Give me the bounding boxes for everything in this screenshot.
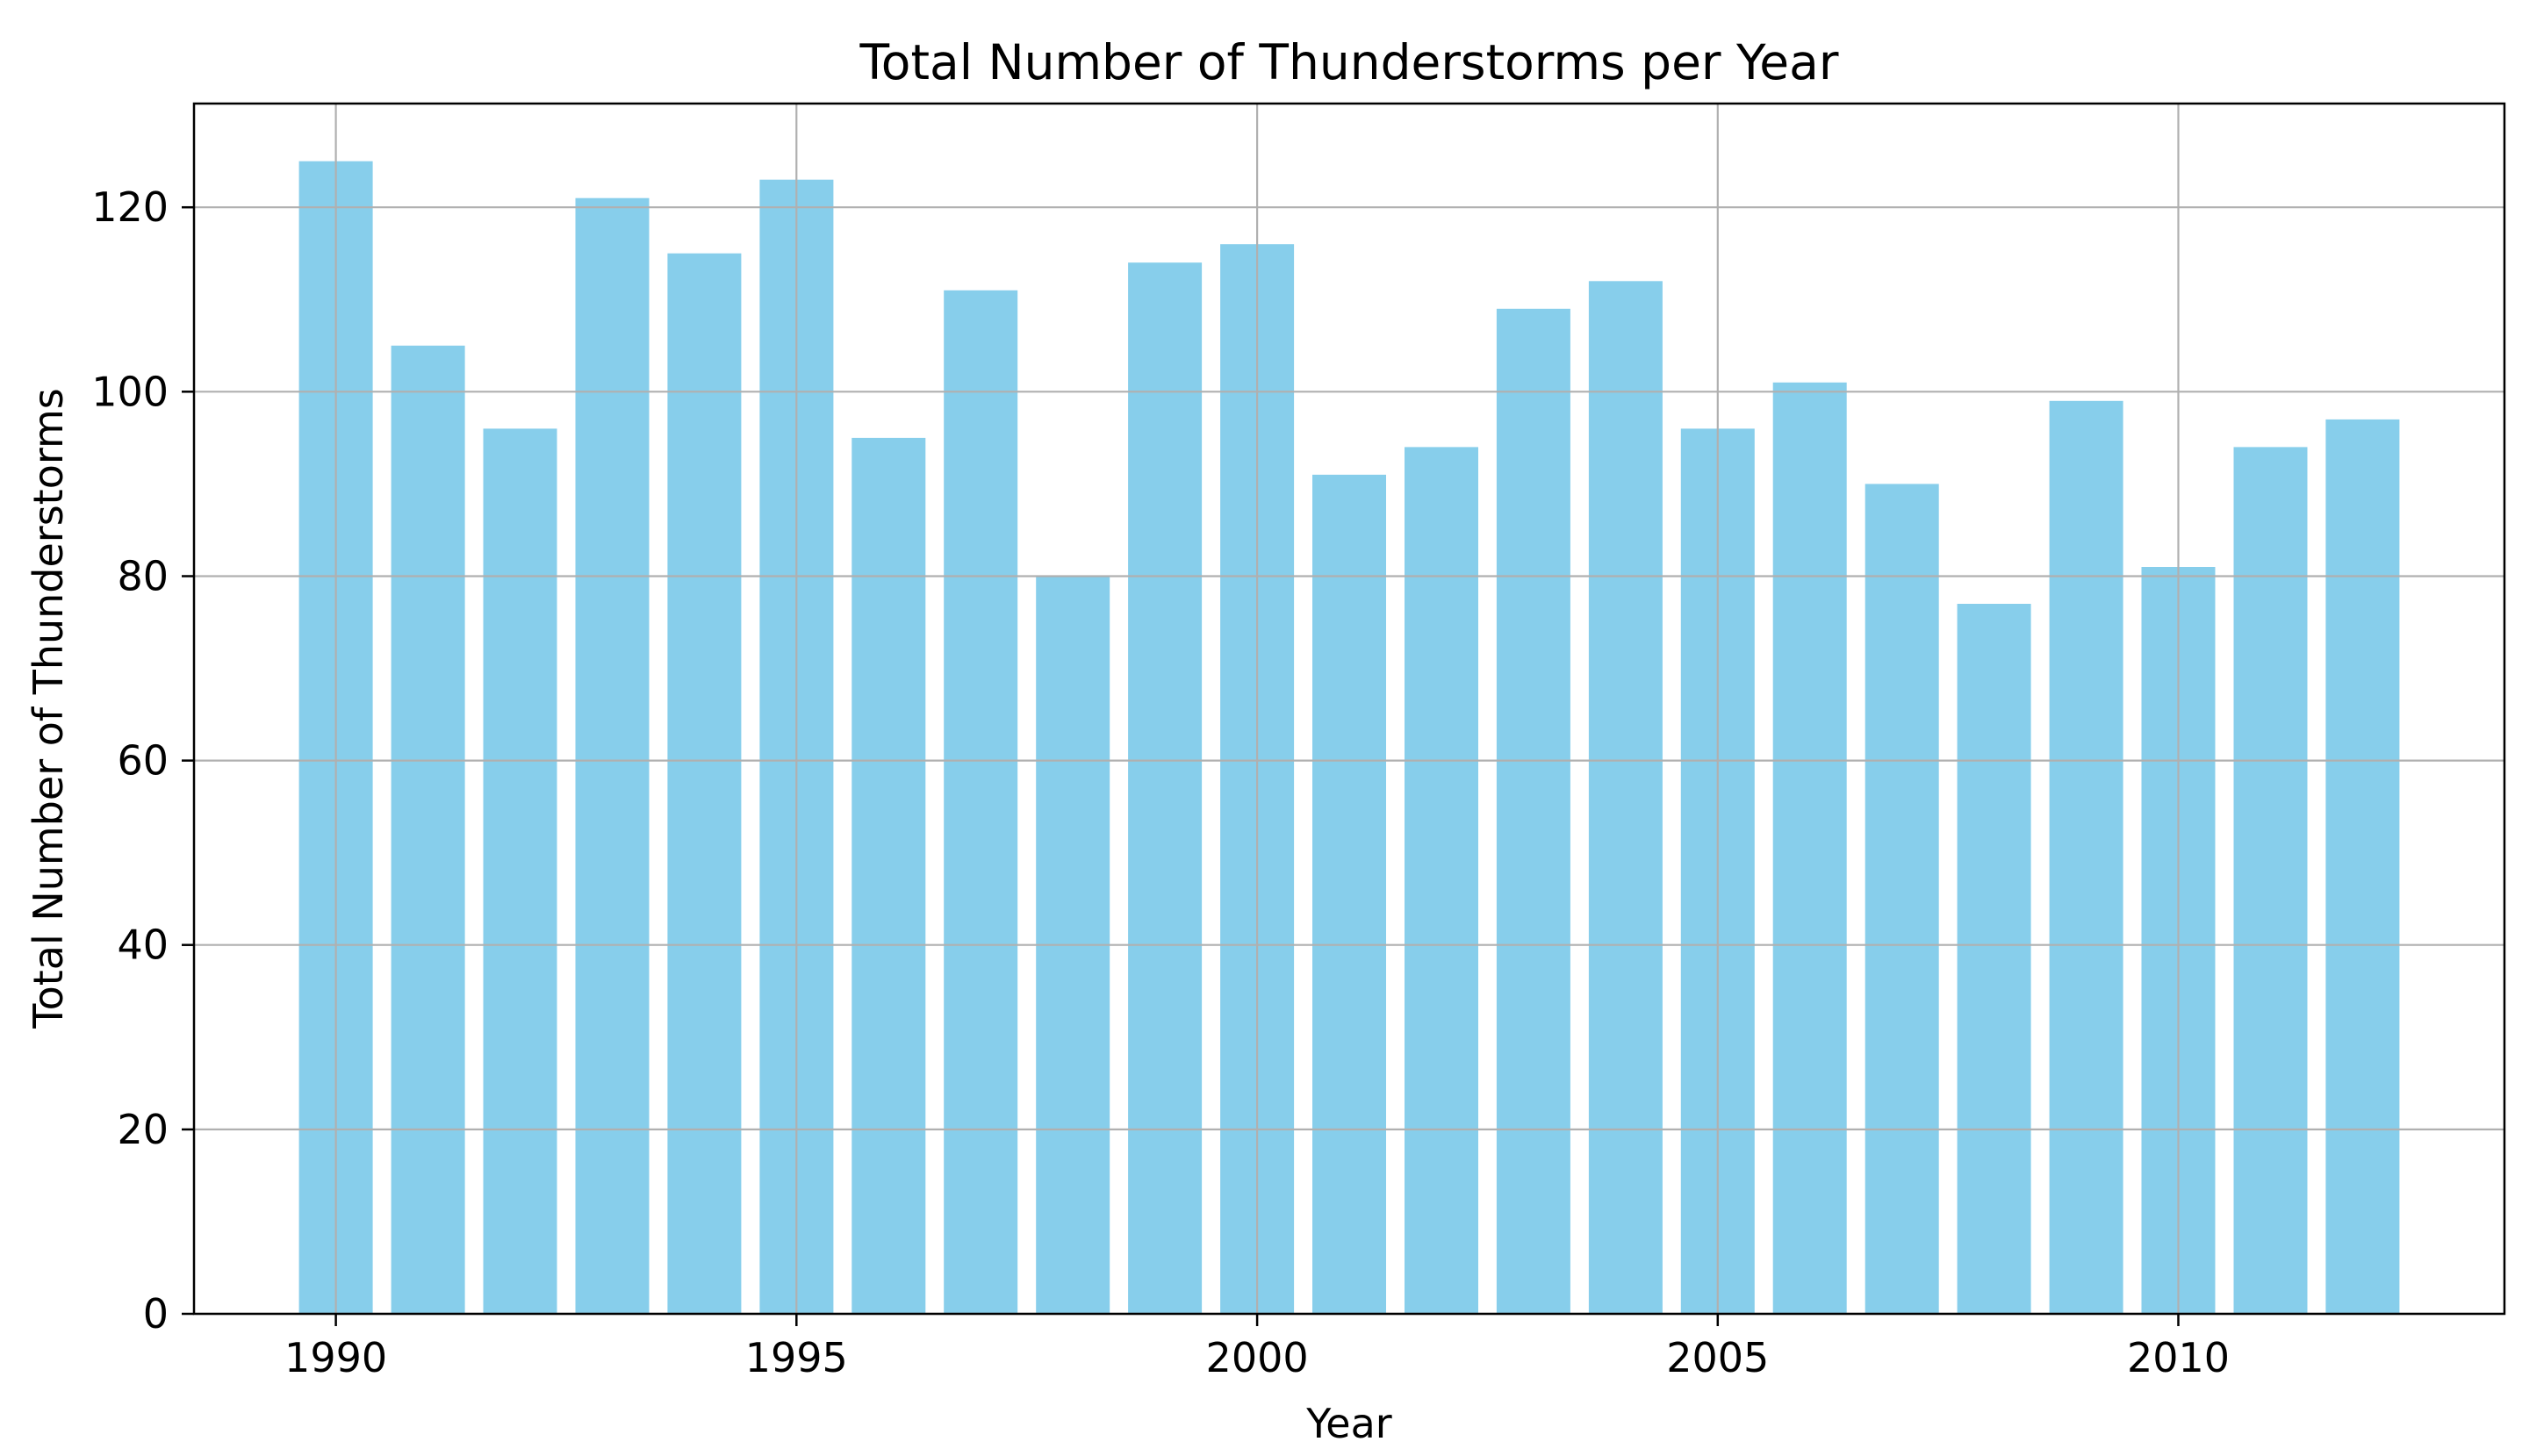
bars-layer — [298, 161, 2400, 1315]
bar-2002 — [1405, 447, 1478, 1314]
y-tick-label-0: 0 — [143, 1290, 169, 1338]
x-tick-label-2010: 2010 — [2127, 1334, 2230, 1381]
bar-1991 — [391, 345, 465, 1314]
y-tick-label-120: 120 — [91, 183, 169, 231]
ticks-layer: 0 20 40 60 80 100 120 1990 1995 2000 2005 2010 — [91, 183, 2230, 1381]
bar-1992 — [483, 428, 557, 1314]
bar-2011 — [2233, 447, 2308, 1314]
x-axis-label: Year — [1305, 1400, 1391, 1447]
bar-1999 — [1128, 262, 1203, 1315]
bar-2001 — [1312, 474, 1386, 1314]
y-tick-label-60: 60 — [117, 737, 169, 785]
x-tick-label-1995: 1995 — [745, 1334, 848, 1381]
x-tick-label-1990: 1990 — [284, 1334, 387, 1381]
bar-2004 — [1588, 281, 1663, 1314]
bar-2003 — [1496, 308, 1570, 1314]
axes-spines — [192, 102, 2506, 1316]
bar-2008 — [1957, 604, 2031, 1314]
y-axis-label: Total Number of Thunderstorms — [25, 388, 72, 1029]
bar-1997 — [944, 290, 1018, 1314]
y-tick-label-40: 40 — [117, 922, 169, 969]
y-tick-label-80: 80 — [117, 553, 169, 600]
x-tick-label-2000: 2000 — [1206, 1334, 1309, 1381]
bar-1994 — [667, 253, 742, 1315]
bar-1993 — [575, 197, 650, 1315]
x-tick-label-2005: 2005 — [1666, 1334, 1769, 1381]
bar-2006 — [1772, 382, 1847, 1314]
bar-1996 — [851, 437, 926, 1314]
bar-2009 — [2049, 400, 2123, 1314]
chart-title: Total Number of Thunderstorms per Year — [859, 34, 1839, 90]
bar-2007 — [1865, 484, 1939, 1314]
y-tick-label-100: 100 — [91, 368, 169, 415]
bar-2012 — [2325, 419, 2400, 1314]
plot-border — [192, 102, 2506, 1316]
y-tick-label-20: 20 — [117, 1106, 169, 1153]
